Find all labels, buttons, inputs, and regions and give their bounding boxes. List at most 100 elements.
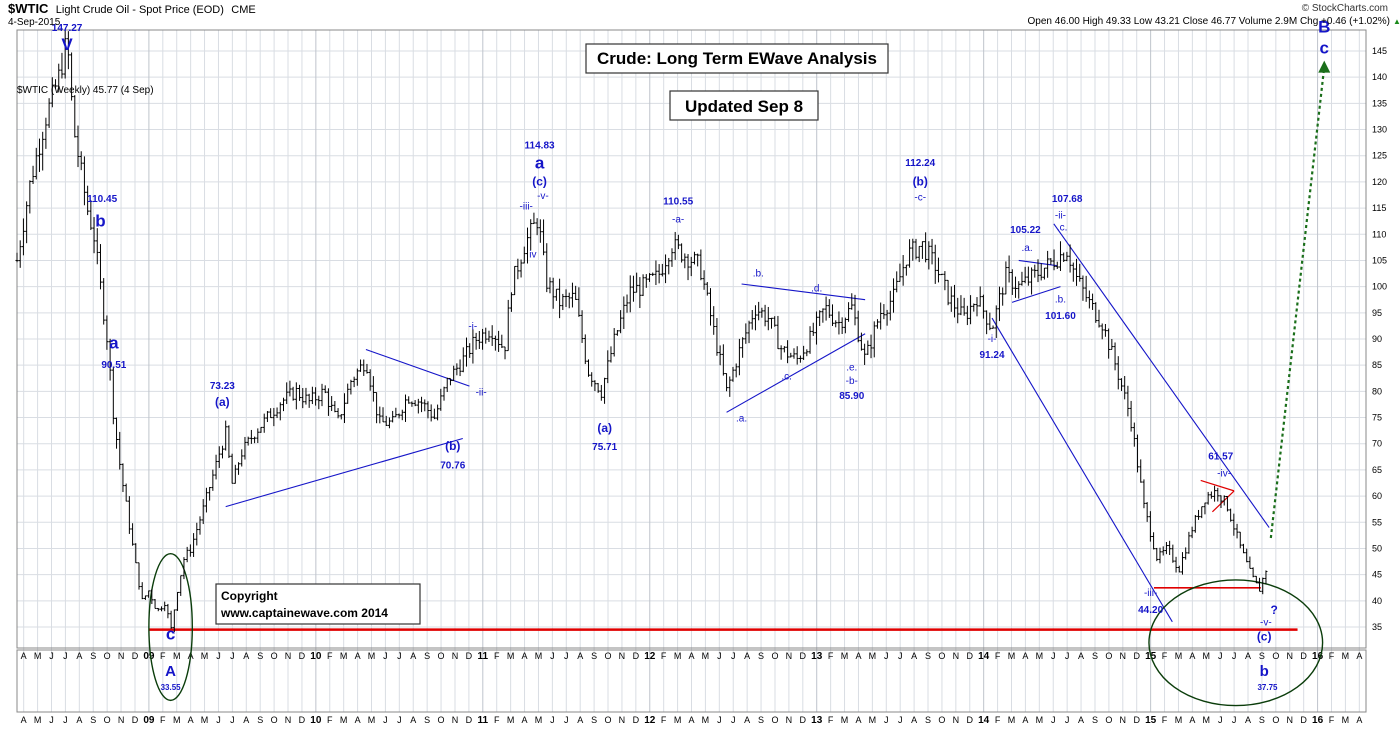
month-tick-label: D — [633, 715, 640, 725]
month-tick-label: M — [674, 651, 682, 661]
year-tick-label: 10 — [310, 651, 322, 662]
month-tick-label: N — [953, 651, 960, 661]
month-tick-label: N — [118, 715, 125, 725]
month-tick-label: M — [1175, 715, 1183, 725]
month-tick-label: M — [368, 651, 376, 661]
month-tick-label: J — [216, 651, 221, 661]
wave-label: 85.90 — [839, 391, 864, 402]
wave-label: c — [166, 625, 175, 644]
month-tick-label: D — [1300, 651, 1307, 661]
year-tick-label: 09 — [143, 715, 155, 726]
month-tick-label: F — [1162, 715, 1168, 725]
month-tick-label: J — [1051, 715, 1056, 725]
month-tick-label: F — [995, 651, 1001, 661]
month-tick-label: D — [800, 715, 807, 725]
month-tick-label: J — [397, 715, 402, 725]
wave-label: .c. — [781, 371, 792, 382]
wave-label: 110.45 — [87, 194, 117, 205]
legend: $WTIC (Weekly) 45.77 (4 Sep) — [17, 85, 154, 96]
y-tick-label: 75 — [1372, 413, 1382, 423]
wave-label: -iv- — [1217, 469, 1231, 480]
month-tick-label: F — [661, 651, 667, 661]
month-tick-label: F — [327, 715, 333, 725]
month-tick-label: A — [855, 715, 861, 725]
projection-arrow-head — [1318, 60, 1331, 73]
month-tick-label: D — [967, 715, 974, 725]
month-tick-label: A — [355, 715, 361, 725]
wave-label: 107.68 — [1052, 194, 1083, 205]
wave-label: 90.51 — [101, 360, 126, 371]
month-tick-label: S — [257, 651, 263, 661]
month-tick-label: A — [522, 715, 528, 725]
month-tick-label: J — [564, 715, 569, 725]
month-tick-label: J — [49, 715, 54, 725]
wave-label: (b) — [913, 175, 928, 189]
y-tick-label: 50 — [1372, 543, 1382, 553]
year-tick-label: 11 — [478, 651, 489, 662]
month-tick-label: M — [702, 651, 710, 661]
y-tick-label: 125 — [1372, 151, 1387, 161]
chart-title: Crude: Long Term EWave Analysis — [597, 49, 877, 68]
month-tick-label: J — [1218, 651, 1223, 661]
wave-labels: 147.27V 110.45 b a 90.51 c 73.23 (a) (b) 70.76 -i-… — [52, 18, 1331, 692]
month-tick-label: D — [633, 651, 640, 661]
month-tick-label: J — [230, 651, 235, 661]
month-tick-label: A — [911, 651, 917, 661]
month-tick-label: O — [104, 651, 111, 661]
month-tick-label: O — [605, 715, 612, 725]
month-tick-label: J — [884, 715, 889, 725]
instrument-name: Light Crude Oil - Spot Price (EOD) — [56, 4, 224, 16]
month-tick-label: F — [1329, 715, 1335, 725]
month-tick-label: J — [898, 715, 903, 725]
axes: 35 40 45 50 55 60 65 70 75 80 85 90 95 100 105 110 115 12… — [16, 29, 1387, 726]
wave-label: 61.57 — [1208, 451, 1233, 462]
month-tick-label: O — [438, 715, 445, 725]
highlight-ellipse — [1148, 579, 1324, 707]
source-credit: © StockCharts.com — [1302, 3, 1388, 14]
month-tick-label: M — [201, 715, 209, 725]
month-tick-label: J — [216, 715, 221, 725]
month-tick-label: N — [1120, 715, 1127, 725]
month-tick-label: O — [271, 715, 278, 725]
wave-label: 110.55 — [663, 196, 693, 207]
month-tick-label: S — [758, 715, 764, 725]
month-tick-label: J — [564, 651, 569, 661]
month-tick-label: N — [619, 651, 626, 661]
month-tick-label: A — [744, 715, 750, 725]
month-tick-label: D — [132, 651, 139, 661]
year-tick-label: 12 — [644, 715, 656, 726]
y-tick-label: 105 — [1372, 255, 1387, 265]
month-tick-label: D — [967, 651, 974, 661]
month-tick-label: M — [507, 715, 515, 725]
month-tick-label: F — [160, 651, 166, 661]
overlays — [148, 60, 1331, 707]
month-tick-label: N — [619, 715, 626, 725]
month-tick-label: A — [243, 715, 249, 725]
y-tick-label: 100 — [1372, 282, 1387, 292]
month-tick-label: M — [1008, 715, 1016, 725]
month-tick-label: J — [884, 651, 889, 661]
exchange: CME — [231, 4, 255, 16]
month-tick-label: A — [855, 651, 861, 661]
month-tick-label: M — [340, 715, 348, 725]
month-tick-label: M — [173, 715, 181, 725]
month-tick-label: S — [1092, 715, 1098, 725]
month-tick-label: J — [383, 651, 388, 661]
wave-label: a — [109, 333, 119, 352]
wave-label: a — [535, 153, 545, 172]
y-tick-label: 130 — [1372, 125, 1387, 135]
month-tick-label: A — [1078, 715, 1084, 725]
month-tick-label: N — [953, 715, 960, 725]
month-tick-label: O — [1105, 715, 1112, 725]
month-tick-label: F — [494, 651, 500, 661]
y-tick-label: 115 — [1372, 203, 1386, 213]
month-tick-label: A — [21, 715, 27, 725]
year-tick-label: 09 — [143, 651, 155, 662]
wave-label: 105.22 — [1010, 225, 1041, 236]
month-tick-label: J — [731, 715, 736, 725]
month-tick-label: O — [938, 651, 945, 661]
month-tick-label: M — [368, 715, 376, 725]
price-panel-frame — [16, 29, 1367, 649]
projection-arrow-line — [1269, 66, 1326, 539]
wave-label: b — [95, 211, 105, 230]
